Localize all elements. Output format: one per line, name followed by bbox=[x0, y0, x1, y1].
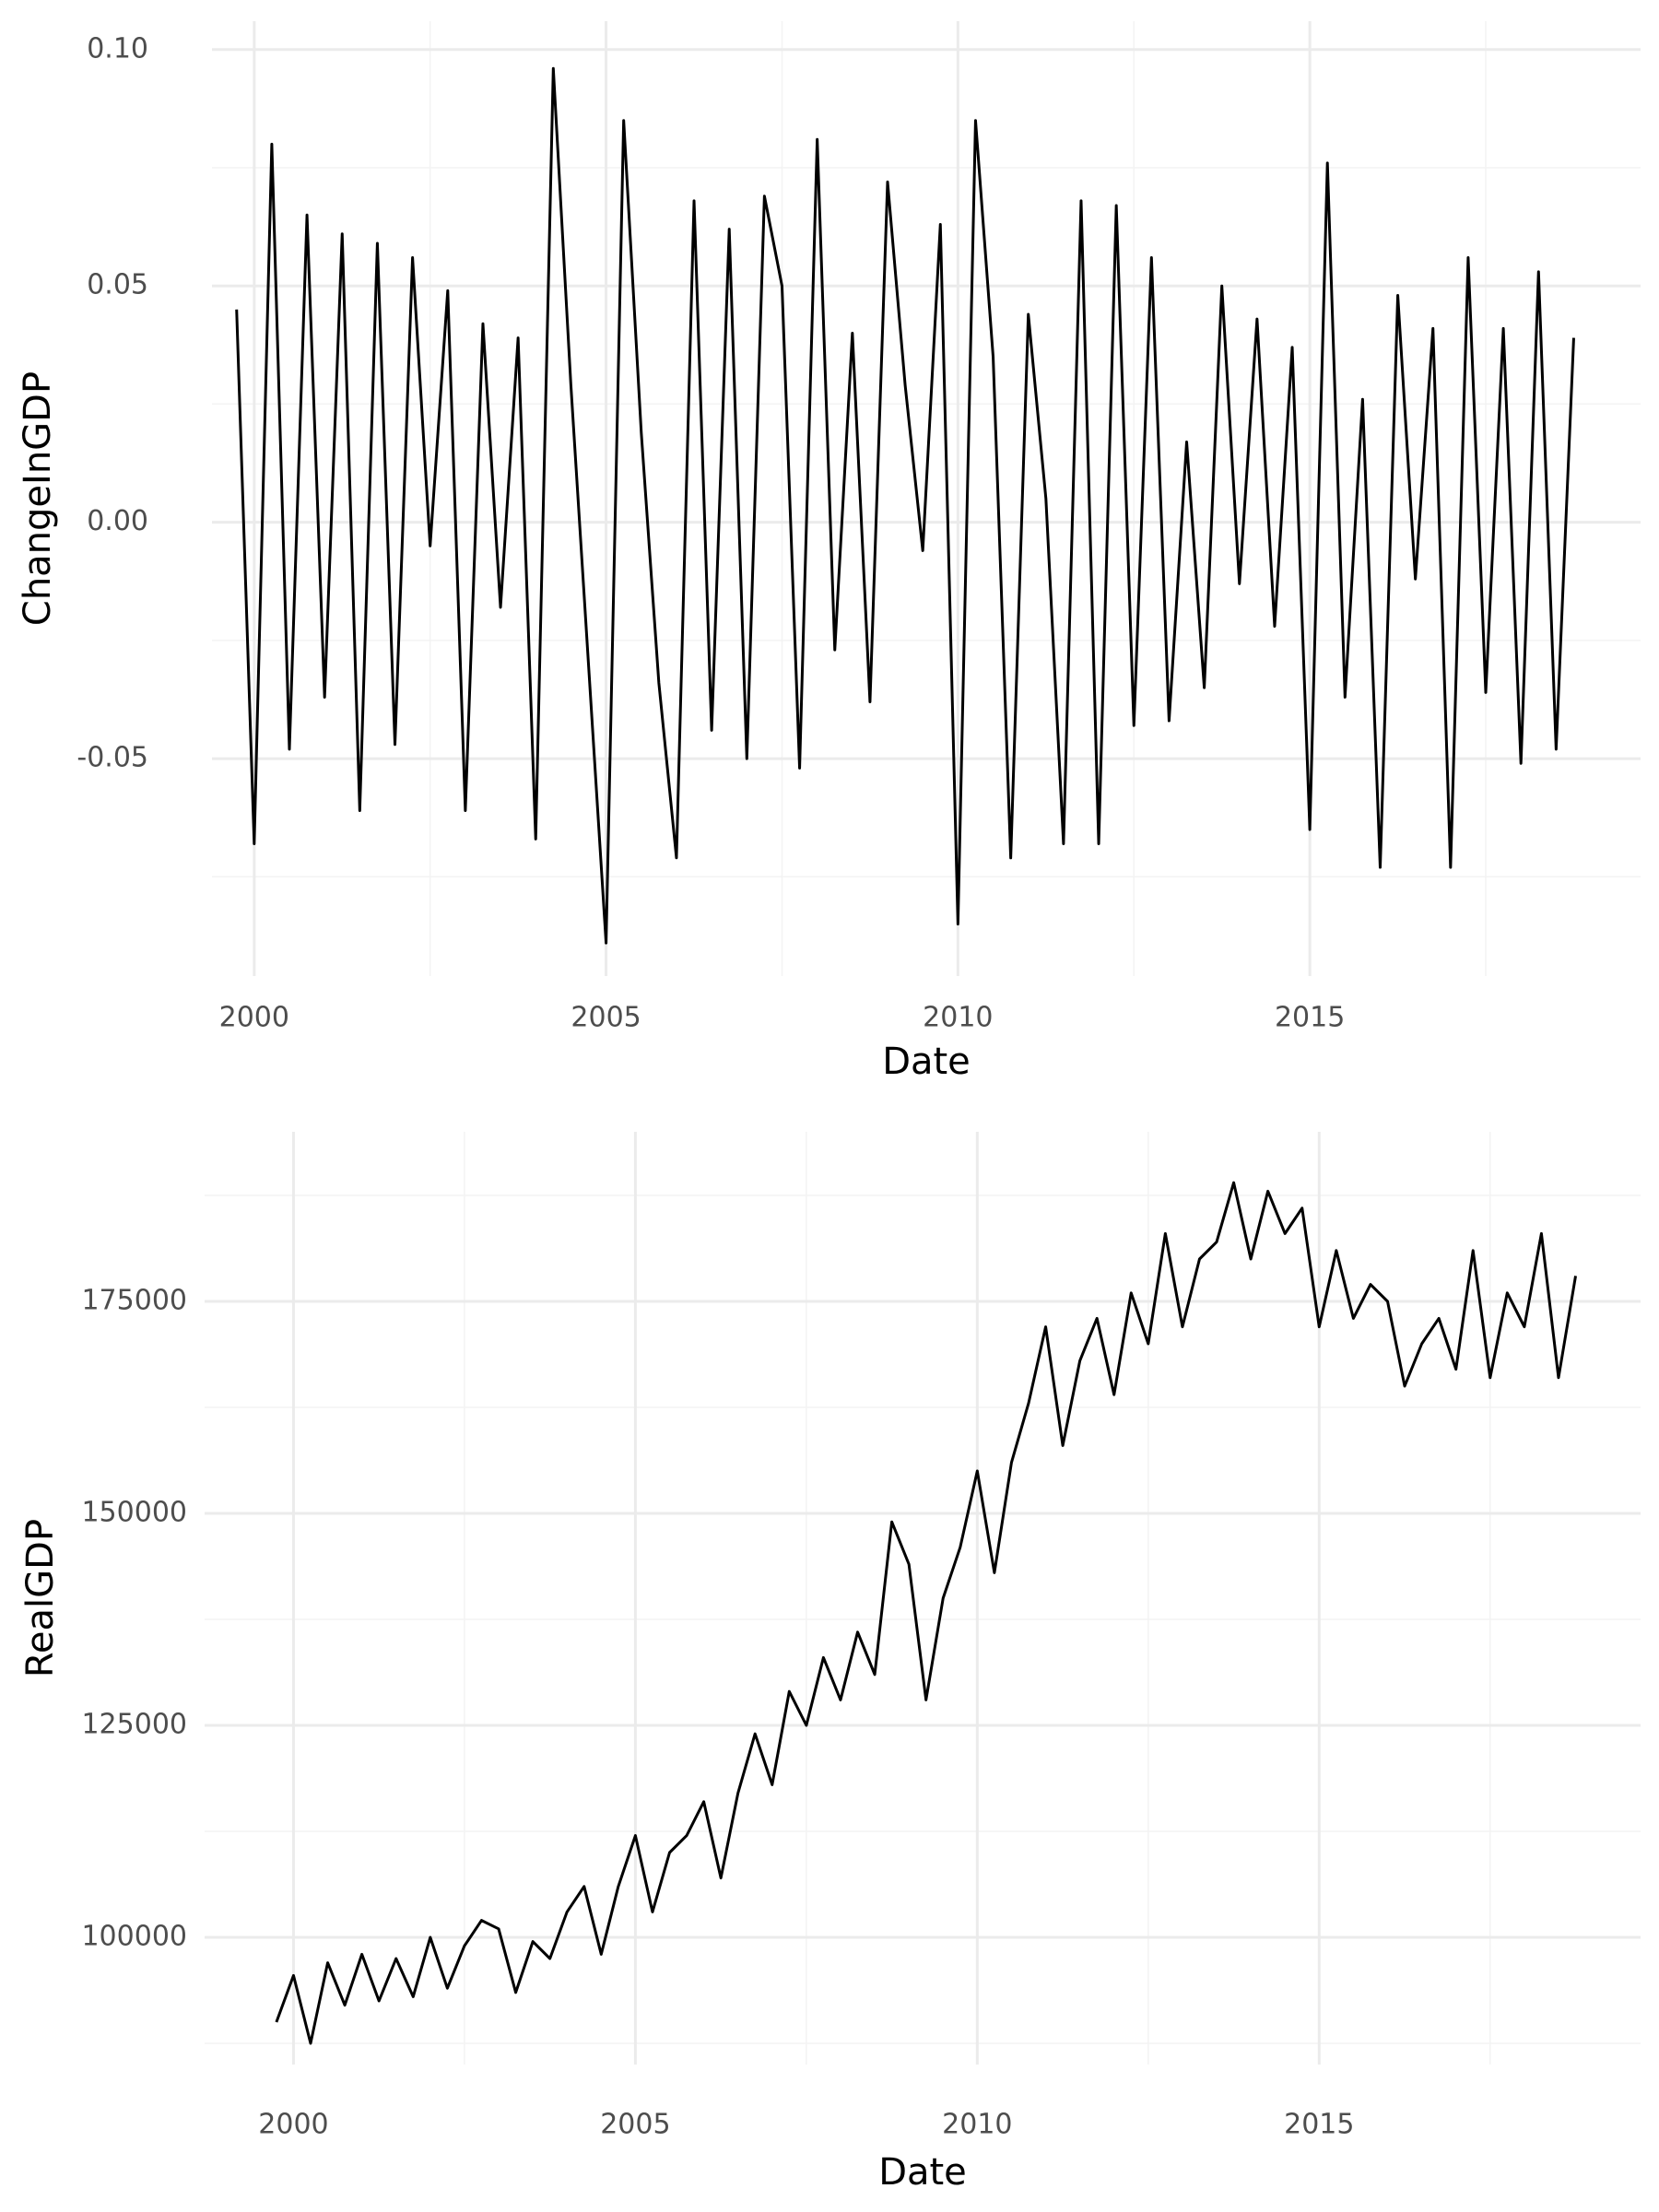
y-tick-label: 100000 bbox=[81, 1921, 187, 1953]
x-tick-label: 2015 bbox=[1284, 2109, 1354, 2141]
x-tick-label: 2015 bbox=[1275, 1002, 1345, 1034]
y-tick-label: 150000 bbox=[81, 1497, 187, 1529]
y-tick-label: 125000 bbox=[81, 1709, 187, 1741]
x-tick-label: 2010 bbox=[942, 2109, 1012, 2141]
y-tick-label: -0.05 bbox=[76, 742, 148, 774]
y-axis-title: ChangeInGDP bbox=[17, 371, 59, 626]
x-tick-label: 2005 bbox=[600, 2109, 670, 2141]
data-line bbox=[275, 1181, 1577, 2045]
y-tick-label: 175000 bbox=[81, 1285, 187, 1317]
y-tick-label: 0.10 bbox=[87, 32, 148, 65]
x-tick-label: 2000 bbox=[219, 1002, 289, 1034]
y-tick-label: 0.05 bbox=[87, 269, 148, 301]
x-axis-title: Date bbox=[878, 2151, 967, 2194]
x-tick-label: 2010 bbox=[923, 1002, 993, 1034]
data-line bbox=[235, 66, 1575, 945]
x-axis-title: Date bbox=[882, 1041, 971, 1083]
y-axis-title: RealGDP bbox=[19, 1519, 62, 1677]
x-tick-label: 2000 bbox=[258, 2109, 328, 2141]
y-tick-label: 0.00 bbox=[87, 505, 148, 537]
x-tick-label: 2005 bbox=[571, 1002, 641, 1034]
